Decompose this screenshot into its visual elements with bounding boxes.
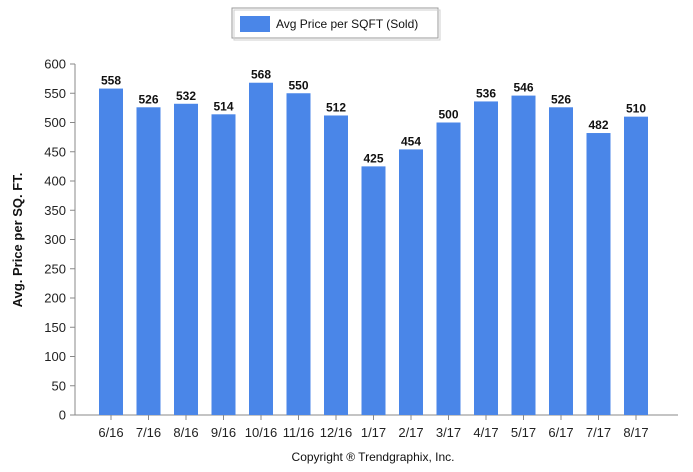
x-tick-label: 1/17 xyxy=(361,425,386,440)
bar-7-17 xyxy=(586,133,611,415)
x-tick-label: 7/17 xyxy=(586,425,611,440)
bar-8-17 xyxy=(624,116,648,416)
x-tick-label: 9/16 xyxy=(211,425,236,440)
data-label: 536 xyxy=(476,86,496,100)
x-tick-label: 3/17 xyxy=(436,425,461,440)
data-label: 550 xyxy=(288,78,308,92)
bar-9-16 xyxy=(211,114,236,415)
x-tick-label: 7/16 xyxy=(136,425,161,440)
data-label: 568 xyxy=(251,68,271,82)
x-tick-label: 4/17 xyxy=(473,425,498,440)
y-tick-label: 600 xyxy=(44,57,66,72)
bar-6-17 xyxy=(549,107,573,415)
x-tick-label: 12/16 xyxy=(320,425,353,440)
x-tick-label: 8/16 xyxy=(173,425,198,440)
bar-12-16 xyxy=(324,115,348,415)
data-label: 526 xyxy=(138,92,158,106)
data-label: 558 xyxy=(101,74,121,88)
bar-7-16 xyxy=(136,107,161,415)
legend-swatch xyxy=(240,16,270,32)
data-label: 526 xyxy=(551,92,571,106)
y-tick-label: 50 xyxy=(52,378,66,393)
data-label: 500 xyxy=(438,108,458,122)
bar-6-16 xyxy=(99,88,123,415)
x-tick-label: 6/16 xyxy=(98,425,123,440)
bar-1-17 xyxy=(361,166,386,416)
data-label: 546 xyxy=(513,81,533,95)
data-label: 425 xyxy=(363,151,383,165)
data-label: 454 xyxy=(401,134,421,148)
legend: Avg Price per SQFT (Sold) xyxy=(231,7,441,41)
data-label: 512 xyxy=(326,100,346,114)
y-tick-label: 200 xyxy=(44,291,66,306)
data-label: 532 xyxy=(176,89,196,103)
y-ticks: 0 50 100 150 200 250 300 350 400 450 500 550 600 xyxy=(44,57,75,423)
x-tick-label: 6/17 xyxy=(548,425,573,440)
legend-label: Avg Price per SQFT (Sold) xyxy=(276,17,418,31)
y-tick-label: 0 xyxy=(59,408,66,423)
data-label: 514 xyxy=(213,99,233,113)
copyright-text: Copyright ® Trendgraphix, Inc. xyxy=(292,450,455,464)
bar-11-16 xyxy=(286,93,311,415)
legend-shadow xyxy=(233,9,441,41)
y-tick-label: 550 xyxy=(44,86,66,101)
data-label: 482 xyxy=(588,118,608,132)
x-tick-label: 11/16 xyxy=(283,425,315,440)
bar-8-16 xyxy=(174,103,198,415)
y-tick-label: 250 xyxy=(44,261,66,276)
x-tick-label: 2/17 xyxy=(398,425,423,440)
y-tick-label: 100 xyxy=(44,349,66,364)
bar-10-16 xyxy=(249,82,273,415)
x-tick-label: 10/16 xyxy=(245,425,278,440)
bar-3-17 xyxy=(436,122,461,415)
x-tick-label: 5/17 xyxy=(511,425,536,440)
y-axis-title: Avg. Price per SQ. FT. xyxy=(10,173,25,308)
x-tick-label: 8/17 xyxy=(623,425,648,440)
x-ticks: 6/16 7/16 8/16 9/16 10/16 11/16 12/16 1/17 2/17 3… xyxy=(98,415,649,440)
bar-2-17 xyxy=(399,149,423,415)
y-tick-label: 150 xyxy=(44,320,66,335)
y-tick-label: 500 xyxy=(44,115,66,130)
y-tick-label: 400 xyxy=(44,174,66,189)
y-tick-label: 350 xyxy=(44,203,66,218)
y-tick-label: 450 xyxy=(44,144,66,159)
y-tick-label: 300 xyxy=(44,232,66,247)
bars xyxy=(99,82,648,416)
data-label: 510 xyxy=(626,102,646,116)
bar-5-17 xyxy=(511,95,536,415)
bar-4-17 xyxy=(474,101,498,415)
data-labels: 558 526 532 514 568 550 512 425 454 500 536 546 526 4… xyxy=(101,68,646,166)
